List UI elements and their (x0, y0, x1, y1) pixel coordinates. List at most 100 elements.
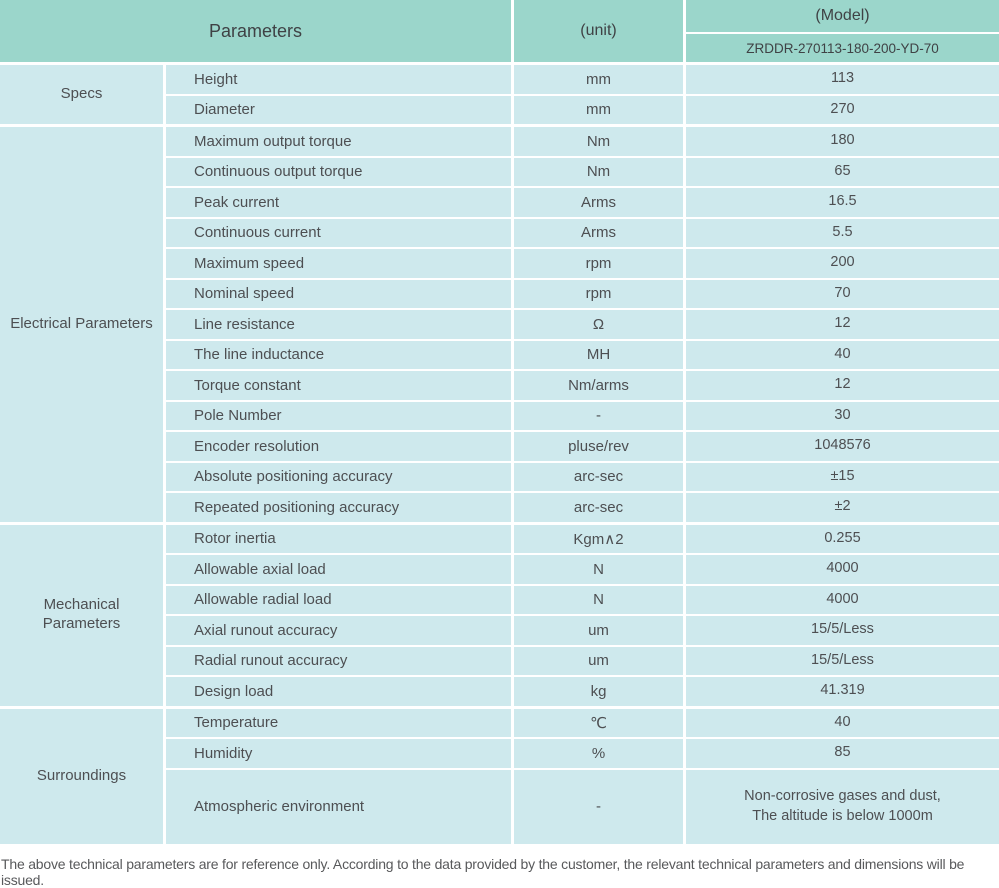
table-row: Encoder resolution pluse/rev 1048576 (166, 432, 999, 461)
unit-cell: arc-sec (514, 493, 683, 522)
section-label: Surroundings (0, 708, 163, 844)
value-cell: ±15 (686, 462, 999, 491)
unit-cell: rpm (514, 249, 683, 278)
value-cell: 180 (686, 127, 999, 156)
value-cell: 40 (686, 708, 999, 737)
section-electrical-parameters: Electrical Parameters Maximum output torq… (0, 127, 999, 522)
section-rows: Temperature ℃ 40 Humidity% 85 Atmospheric env… (166, 708, 999, 844)
table-row: Rotor inertia Kgm∧2 0.255 (166, 524, 999, 553)
unit-cell: um (514, 646, 683, 675)
table-row: Diameter mm 270 (166, 95, 999, 124)
table-row: Nominal speed rpm 70 (166, 279, 999, 308)
section-label: Mechanical Parameters (0, 524, 163, 706)
value-cell: 40 (686, 340, 999, 369)
parameter-cell: Axial runout accuracy (166, 616, 511, 645)
section-rows: Maximum output torque Nm 180 Continuous out… (166, 127, 999, 522)
value-cell: 85 (686, 739, 999, 768)
table-row: Height mm 113 (166, 65, 999, 94)
unit-cell: pluse/rev (514, 432, 683, 461)
unit-cell: N (514, 555, 683, 584)
table-row: Atmospheric environment - Non-corrosive ga… (166, 769, 999, 844)
unit-cell: rpm (514, 279, 683, 308)
table-row: Temperature ℃ 40 (166, 708, 999, 737)
model-header-cell: (Model) (686, 0, 999, 32)
unit-cell: Nm (514, 157, 683, 186)
parameter-cell: Pole Number (166, 401, 511, 430)
unit-cell: um (514, 616, 683, 645)
section-label: Electrical Parameters (0, 127, 163, 522)
table-row: Peak current Arms 16.5 (166, 188, 999, 217)
unit-cell: mm (514, 95, 683, 124)
parameter-cell: Repeated positioning accuracy (166, 493, 511, 522)
unit-cell: Nm (514, 127, 683, 156)
value-cell: 65 (686, 157, 999, 186)
unit-cell: N (514, 585, 683, 614)
table-row: Allowable radial load N 4000 (166, 585, 999, 614)
unit-cell: Nm/arms (514, 371, 683, 400)
parameter-cell: Absolute positioning accuracy (166, 462, 511, 491)
parameter-cell: Continuous current (166, 218, 511, 247)
value-cell: 16.5 (686, 188, 999, 217)
table-row: Humidity% 85 (166, 739, 999, 768)
value-cell: 12 (686, 310, 999, 339)
section-surroundings: Surroundings Temperature ℃ 40 Humidity% 85 Atm… (0, 708, 999, 844)
parameter-cell: Diameter (166, 95, 511, 124)
unit-cell: Arms (514, 218, 683, 247)
parameter-cell: Rotor inertia (166, 524, 511, 553)
unit-cell: - (514, 769, 683, 844)
parameter-cell: Maximum output torque (166, 127, 511, 156)
parameter-cell: Encoder resolution (166, 432, 511, 461)
unit-cell: arc-sec (514, 462, 683, 491)
parameter-cell: Temperature (166, 708, 511, 737)
parameters-header-cell: Parameters (0, 0, 511, 62)
parameter-cell: Continuous output torque (166, 157, 511, 186)
value-cell: 4000 (686, 585, 999, 614)
unit-cell: - (514, 401, 683, 430)
model-code-cell: ZRDDR-270113-180-200-YD-70 (686, 34, 999, 62)
table-row: Torque constant Nm/arms 12 (166, 371, 999, 400)
parameter-cell: Radial runout accuracy (166, 646, 511, 675)
unit-cell: ℃ (514, 708, 683, 737)
value-cell: 41.319 (686, 677, 999, 706)
parameter-cell: Torque constant (166, 371, 511, 400)
parameter-cell: Humidity (166, 739, 511, 768)
section-rows: Rotor inertia Kgm∧2 0.255 Allowable axial l… (166, 524, 999, 706)
value-cell: 70 (686, 279, 999, 308)
parameter-cell: Line resistance (166, 310, 511, 339)
parameter-cell: The line inductance (166, 340, 511, 369)
value-cell: 5.5 (686, 218, 999, 247)
unit-cell: kg (514, 677, 683, 706)
parameter-cell: Height (166, 65, 511, 94)
parameter-cell: Nominal speed (166, 279, 511, 308)
value-cell: 30 (686, 401, 999, 430)
value-cell: ±2 (686, 493, 999, 522)
spec-table: Parameters (unit) (Model) ZRDDR-270113-1… (0, 0, 999, 844)
unit-cell: Ω (514, 310, 683, 339)
table-row: The line inductance MH 40 (166, 340, 999, 369)
value-cell: 15/5/Less (686, 616, 999, 645)
unit-cell: % (514, 739, 683, 768)
value-cell: 4000 (686, 555, 999, 584)
value-cell: 12 (686, 371, 999, 400)
table-row: Design load kg 41.319 (166, 677, 999, 706)
value-cell: 270 (686, 95, 999, 124)
value-cell: 200 (686, 249, 999, 278)
model-header-group: (Model) ZRDDR-270113-180-200-YD-70 (686, 0, 999, 62)
table-row: Maximum speed rpm 200 (166, 249, 999, 278)
unit-header-cell: (unit) (514, 0, 683, 62)
unit-cell: mm (514, 65, 683, 94)
parameter-cell: Atmospheric environment (166, 769, 511, 844)
table-row: Maximum output torque Nm 180 (166, 127, 999, 156)
table-row: Line resistance Ω 12 (166, 310, 999, 339)
section-specs: Specs Height mm 113 Diameter mm 270 (0, 65, 999, 124)
section-mechanical-parameters: Mechanical Parameters Rotor inertia Kgm∧2 0… (0, 524, 999, 706)
parameter-cell: Maximum speed (166, 249, 511, 278)
table-header-row: Parameters (unit) (Model) ZRDDR-270113-1… (0, 0, 999, 62)
table-row: Continuous current Arms 5.5 (166, 218, 999, 247)
table-row: Radial runout accuracy um 15/5/Less (166, 646, 999, 675)
value-cell: 0.255 (686, 524, 999, 553)
value-cell: 113 (686, 65, 999, 94)
value-cell: 1048576 (686, 432, 999, 461)
value-cell: Non-corrosive gases and dust, The altitu… (686, 769, 999, 844)
